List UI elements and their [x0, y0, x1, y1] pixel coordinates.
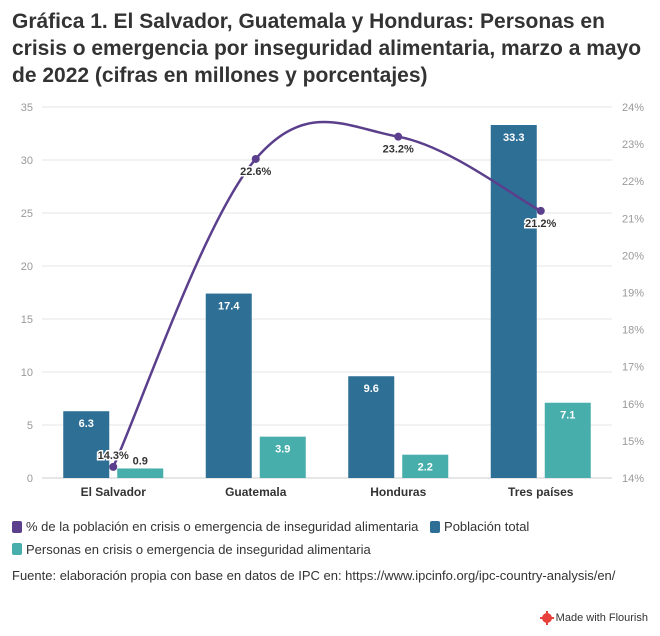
legend-label-poblacion: Población total — [444, 519, 530, 534]
percent-line — [112, 120, 542, 468]
bar — [259, 436, 306, 478]
bar — [117, 468, 164, 478]
y-right-tick-label: 20% — [622, 250, 644, 262]
bar — [402, 454, 449, 478]
y-left-tick-label: 25 — [21, 208, 33, 220]
bar-data-label: 6.3 — [79, 418, 94, 430]
chart-title: Gráfica 1. El Salvador, Guatemala y Hond… — [12, 10, 642, 87]
y-right-tick-label: 17% — [622, 362, 644, 374]
y-right-tick-label: 19% — [622, 288, 644, 300]
y-right-tick-label: 24% — [622, 102, 644, 114]
x-tick-label: El Salvador — [81, 485, 147, 499]
legend-swatch-personas — [12, 543, 22, 555]
y-right-tick-label: 15% — [622, 436, 644, 448]
y-left-tick-label: 20 — [21, 261, 33, 273]
y-left-tick-label: 10 — [21, 367, 33, 379]
y-right-tick-label: 14% — [622, 473, 644, 485]
legend-item-personas[interactable]: Personas en crisis o emergencia de inseg… — [12, 539, 371, 560]
line-point — [394, 132, 403, 141]
legend: % de la población en crisis o emergencia… — [12, 516, 652, 561]
x-tick-label: Guatemala — [225, 485, 287, 499]
y-left-tick-label: 0 — [27, 473, 33, 485]
source-note: Fuente: elaboración propia con base en d… — [12, 568, 616, 583]
legend-item-poblacion[interactable]: Población total — [430, 516, 529, 537]
y-left-tick-label: 35 — [21, 102, 33, 114]
y-left-tick-label: 30 — [21, 155, 33, 167]
bar-data-label: 17.4 — [218, 301, 240, 313]
line-point — [109, 462, 118, 471]
bar-data-label: 0.9 — [133, 455, 148, 467]
legend-item-percent[interactable]: % de la población en crisis o emergencia… — [12, 516, 418, 537]
combo-chart: 0 5 10 15 20 25 30 35 14% 15% 16% 17% 18% 19% 20% 21% 22… — [21, 102, 644, 499]
flourish-logo-icon — [539, 611, 554, 625]
legend-label-percent: % de la población en crisis o emergencia… — [26, 519, 419, 534]
line-point — [536, 206, 545, 215]
bar — [544, 402, 591, 478]
bar-data-label: 9.6 — [364, 383, 379, 395]
x-tick-label: Tres países — [508, 485, 574, 499]
y-right-tick-label: 18% — [622, 325, 644, 337]
bar-data-label: 7.1 — [560, 410, 575, 422]
y-right-tick-label: 21% — [622, 213, 644, 225]
bar — [348, 376, 395, 478]
bar — [63, 411, 110, 478]
line-point — [251, 154, 260, 163]
flourish-credit-label: Made with Flourish — [555, 612, 648, 624]
legend-swatch-poblacion — [430, 520, 441, 533]
bar — [490, 125, 537, 479]
y-right-tick-label: 22% — [622, 176, 644, 188]
bar-data-label: 3.9 — [275, 444, 290, 456]
bar — [205, 293, 252, 478]
legend-label-personas: Personas en crisis o emergencia de inseg… — [26, 541, 371, 557]
y-right-tick-label: 23% — [622, 139, 644, 151]
line-data-label: 22.6% — [240, 166, 271, 178]
y-left-tick-label: 5 — [27, 420, 33, 432]
y-left-tick-label: 15 — [21, 314, 33, 326]
line-data-label: 14.3% — [98, 450, 129, 462]
x-tick-label: Honduras — [370, 485, 426, 499]
bar-data-label: 2.2 — [418, 462, 433, 474]
legend-swatch-percent — [12, 520, 22, 533]
bar-data-label: 33.3 — [503, 132, 524, 144]
line-data-label: 21.2% — [525, 218, 556, 230]
flourish-credit[interactable]: Made with Flourish — [539, 611, 648, 625]
y-right-tick-label: 16% — [622, 399, 644, 411]
line-data-label: 23.2% — [383, 144, 414, 156]
